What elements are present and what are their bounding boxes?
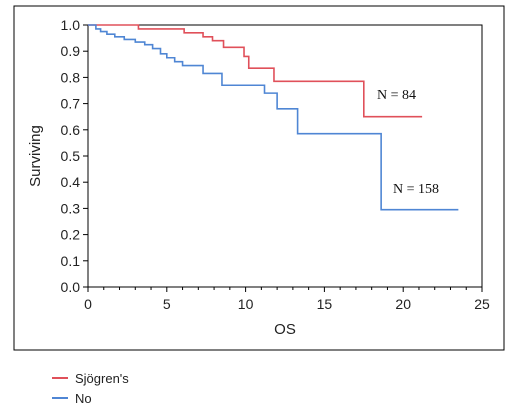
x-tick-label: 10 xyxy=(238,296,254,312)
y-tick-label: 0.0 xyxy=(61,279,81,295)
legend-swatch-no xyxy=(52,397,68,399)
y-tick-label: 0.5 xyxy=(61,148,81,164)
legend-item-sjogrens: Sjögren's xyxy=(52,368,129,388)
x-axis: 0 5 10 15 20 25 xyxy=(84,287,490,312)
y-tick-label: 0.1 xyxy=(61,253,81,269)
legend-swatch-sjogrens xyxy=(52,377,68,379)
x-tick-label: 0 xyxy=(84,296,92,312)
y-axis-title: Surviving xyxy=(27,125,44,187)
series-line-sjogrens xyxy=(88,24,423,118)
x-tick-label: 20 xyxy=(395,296,411,312)
annotation-no-n: N = 158 xyxy=(393,182,439,197)
x-tick-label: 5 xyxy=(163,296,171,312)
x-tick-label: 25 xyxy=(474,296,490,312)
x-axis-title: OS xyxy=(274,321,296,338)
x-tick-label: 15 xyxy=(317,296,333,312)
legend-label-sjogrens: Sjögren's xyxy=(75,370,129,386)
y-tick-label: 0.9 xyxy=(61,43,81,59)
y-tick-label: 0.2 xyxy=(61,227,81,243)
figure-frame xyxy=(13,5,505,351)
y-tick-label: 1.0 xyxy=(61,17,81,33)
legend-item-no: No xyxy=(52,388,129,408)
y-tick-label: 0.8 xyxy=(61,69,81,85)
y-tick-label: 0.3 xyxy=(61,200,81,216)
y-tick-label: 0.7 xyxy=(61,96,81,112)
series-line-no xyxy=(88,24,459,211)
plot-area xyxy=(87,24,483,288)
series-layer xyxy=(88,24,459,211)
y-tick-label: 0.6 xyxy=(61,122,81,138)
y-tick-label: 0.4 xyxy=(61,174,81,190)
annotation-sjogrens-n: N = 84 xyxy=(377,88,416,103)
y-axis: 0.0 0.1 0.2 0.3 0.4 0.5 0.6 0.7 0.8 0.9 1.0 xyxy=(61,17,88,295)
legend-label-no: No xyxy=(75,390,92,406)
legend: Sjögren's No xyxy=(52,368,129,408)
